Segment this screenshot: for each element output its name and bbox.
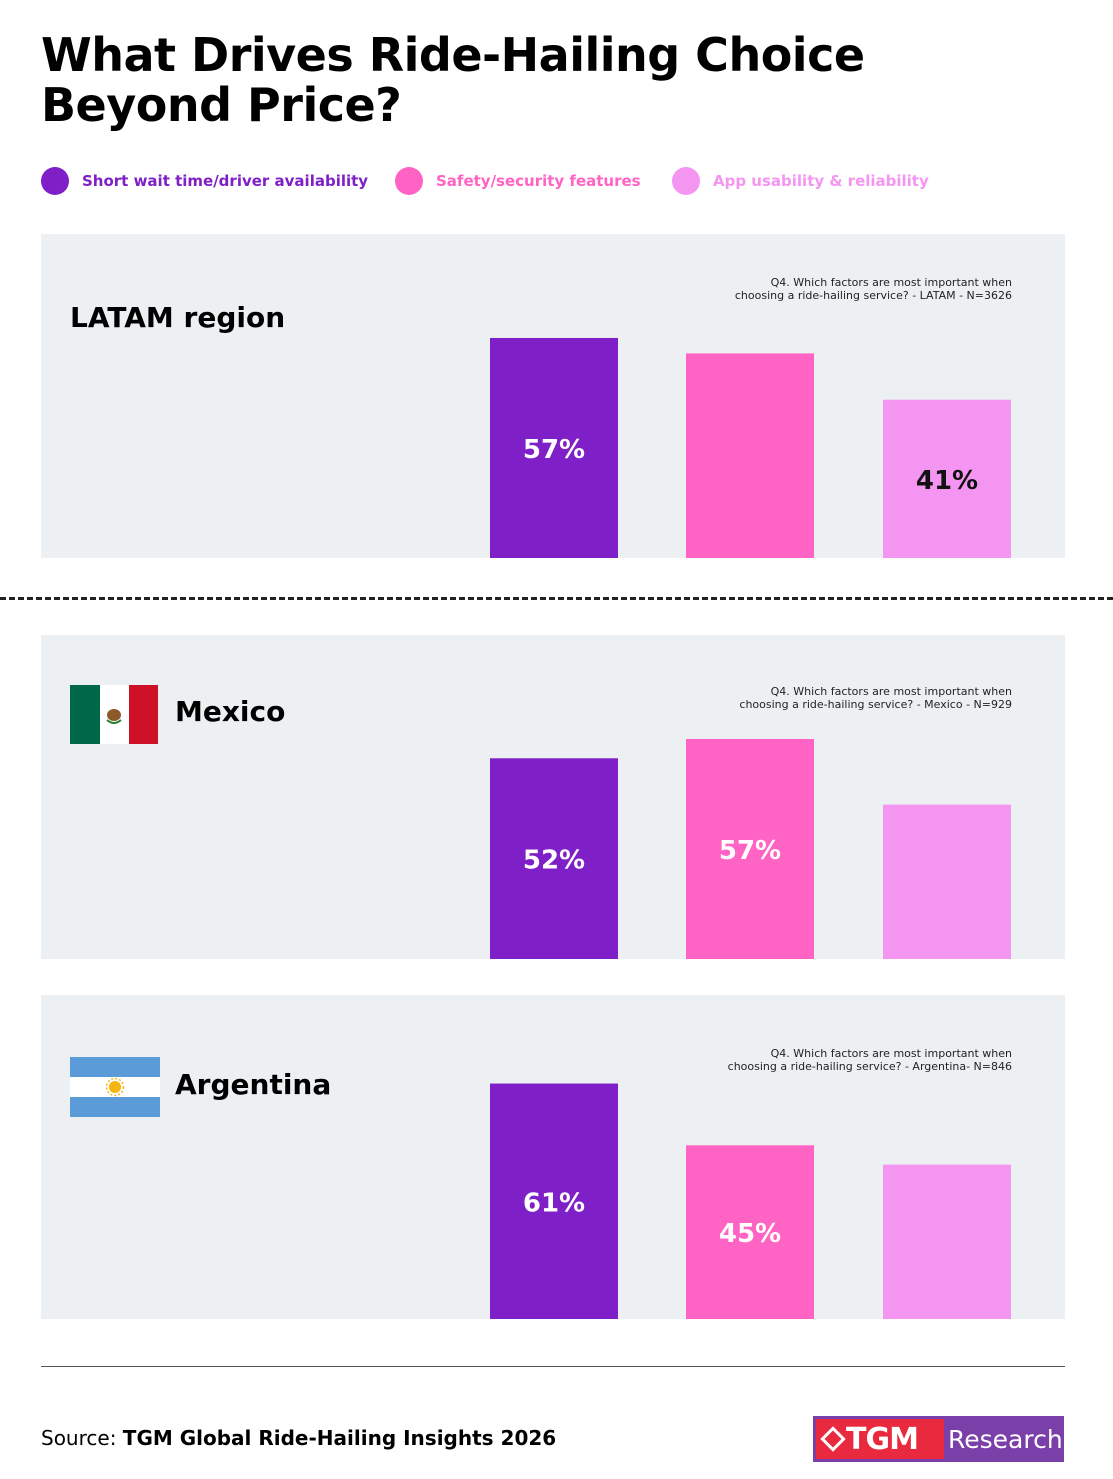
survey-note-line: Q4. Which factors are most important whe… [770, 1047, 1012, 1060]
diamond-icon [820, 1426, 846, 1452]
survey-note: Q4. Which factors are most important whe… [672, 1047, 1012, 1073]
bar-value-label: 57% [719, 836, 781, 866]
chart-latam: 57% 41% [490, 337, 1011, 558]
legend-label: App usability & reliability [713, 172, 929, 190]
legend-swatch [672, 167, 700, 195]
legend-item-wait-time: Short wait time/driver availability [41, 166, 368, 196]
logo-brand: TGM [846, 1421, 919, 1457]
bar-1 [490, 337, 618, 558]
legend-label: Safety/security features [436, 172, 641, 190]
logo-mark: TGM [816, 1419, 944, 1459]
source-line: Source: TGM Global Ride-Hailing Insights… [41, 1426, 556, 1450]
bar-2 [686, 353, 814, 558]
bar-3 [883, 399, 1011, 558]
panel-argentina: 61% 45% Q4. Which factors are most import… [41, 995, 1065, 1319]
bar-value-label: 45% [719, 1219, 781, 1249]
chart-mexico: 52% 57% [490, 738, 1011, 959]
bar-value-label: 41% [916, 466, 978, 496]
logo-suffix: Research [948, 1424, 1063, 1454]
legend: Short wait time/driver availability Safe… [41, 166, 1041, 196]
footer-divider [41, 1366, 1065, 1367]
survey-note: Q4. Which factors are most important whe… [672, 276, 1012, 302]
panel-title: Argentina [175, 1068, 332, 1101]
legend-swatch [41, 167, 69, 195]
survey-note-line: choosing a ride-hailing service? - Mexic… [739, 698, 1012, 711]
argentina-flag-icon [70, 1057, 160, 1117]
bar-3 [883, 804, 1011, 959]
section-divider [0, 597, 1113, 600]
bar-2 [686, 1145, 814, 1319]
bar-value-label: 57% [523, 435, 585, 465]
panel-title: Mexico [175, 695, 286, 728]
panel-title: LATAM region [70, 301, 286, 334]
survey-note-line: choosing a ride-hailing service? - LATAM… [734, 289, 1012, 302]
bar-1 [490, 758, 618, 959]
bar-value-label: 61% [523, 1188, 585, 1218]
source-prefix: Source: [41, 1426, 117, 1450]
legend-swatch [395, 167, 423, 195]
source-name: TGM Global Ride-Hailing Insights 2026 [122, 1426, 557, 1450]
page-title: What Drives Ride-Hailing Choice Beyond P… [41, 28, 865, 132]
survey-note-line: Q4. Which factors are most important whe… [770, 685, 1012, 698]
bar-2 [686, 738, 814, 959]
chart-argentina: 61% 45% [490, 1083, 1011, 1319]
legend-label: Short wait time/driver availability [82, 172, 369, 190]
survey-note-line: Q4. Which factors are most important whe… [770, 276, 1012, 289]
survey-note-line: choosing a ride-hailing service? - Argen… [727, 1060, 1012, 1073]
bar-value-label: 52% [523, 846, 585, 876]
bar-1 [490, 1083, 618, 1319]
mexico-flag-icon [70, 685, 158, 744]
panel-latam: 57% 41% Q4. Which factors are most import… [41, 234, 1065, 558]
bar-3 [883, 1164, 1011, 1319]
legend-item-app-usability: App usability & reliability [672, 166, 929, 196]
panel-mexico: 52% 57% Q4. Which factors are most import… [41, 635, 1065, 959]
survey-note: Q4. Which factors are most important whe… [672, 685, 1012, 711]
legend-item-safety: Safety/security features [395, 166, 641, 196]
tgm-research-logo: TGM Research [813, 1416, 1064, 1462]
